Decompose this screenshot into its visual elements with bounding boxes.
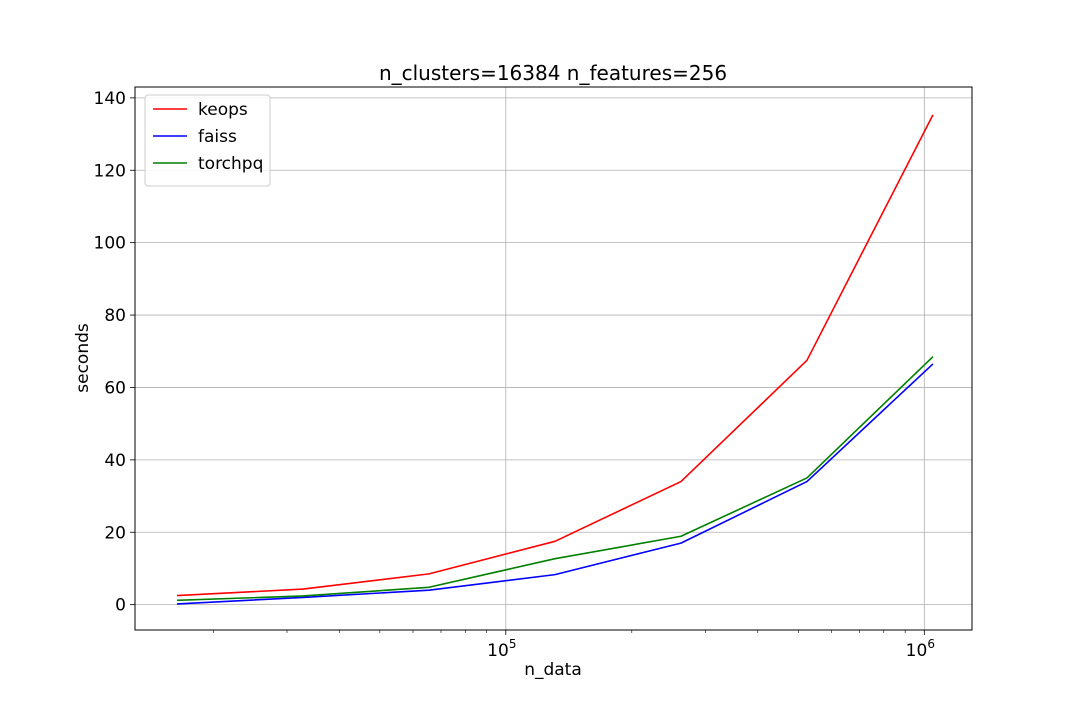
x-tick-base: 10 — [487, 641, 509, 661]
legend-label-faiss: faiss — [198, 127, 237, 147]
legend: keops faiss torchpq — [144, 94, 271, 187]
series-line-faiss — [177, 363, 934, 605]
legend-label-torchpq: torchpq — [198, 154, 263, 174]
x-axis-ticks: 105 106 — [212, 630, 935, 661]
x-axis-label: n_data — [524, 660, 582, 680]
y-axis-ticks: 0 20 40 60 80 100 120 140 — [94, 89, 135, 616]
y-tick-label: 100 — [94, 234, 126, 254]
y-tick-label: 120 — [94, 161, 126, 181]
y-tick-label: 140 — [94, 89, 126, 109]
y-tick-label: 20 — [104, 523, 126, 543]
series-lines — [177, 114, 934, 605]
y-tick-label: 0 — [115, 596, 126, 616]
series-line-torchpq — [177, 356, 934, 602]
y-tick-label: 80 — [104, 306, 126, 326]
plot-frame — [134, 86, 973, 631]
grid — [135, 87, 972, 630]
x-tick-exponent: 6 — [927, 637, 935, 651]
chart-title: n_clusters=16384 n_features=256 — [379, 61, 727, 85]
x-tick-label: 106 — [906, 637, 935, 661]
x-tick-base: 10 — [906, 641, 928, 661]
x-tick-label: 105 — [487, 637, 516, 661]
legend-label-keops: keops — [198, 100, 248, 120]
x-tick-exponent: 5 — [509, 637, 517, 651]
y-axis-label: seconds — [73, 323, 93, 393]
y-tick-label: 60 — [104, 378, 126, 398]
series-line-keops — [177, 114, 934, 597]
y-tick-label: 40 — [104, 451, 126, 471]
